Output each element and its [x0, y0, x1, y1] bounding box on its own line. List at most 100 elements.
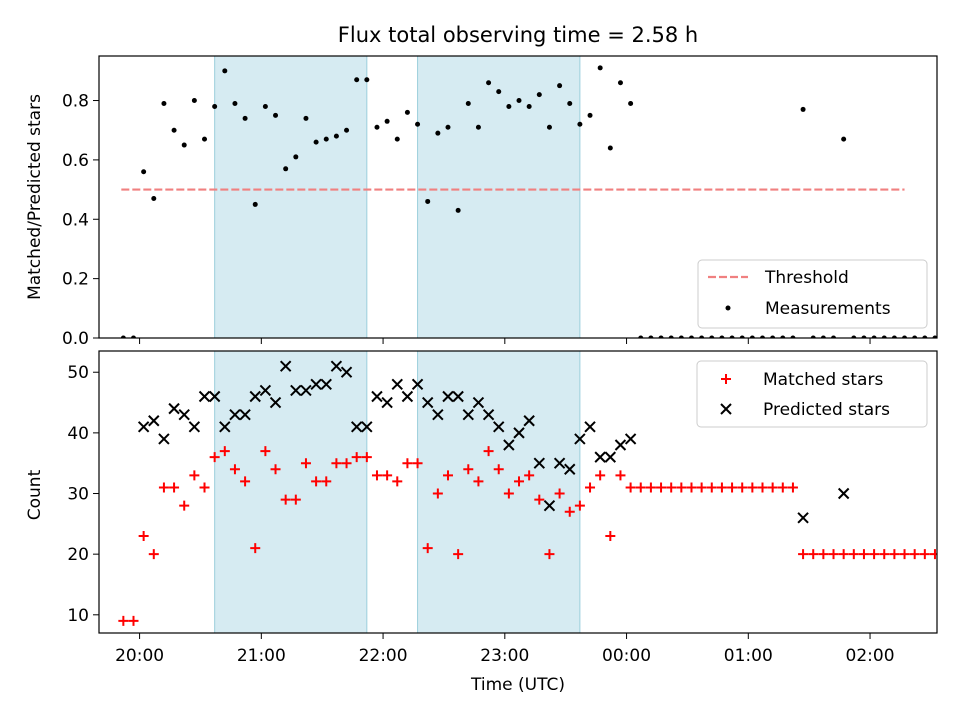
matched-point — [361, 452, 372, 463]
matched-point — [524, 470, 535, 481]
measurement-point — [912, 335, 918, 338]
matched-point — [493, 464, 504, 475]
measurement-point — [678, 335, 684, 338]
predicted-point — [137, 421, 150, 433]
matched-point — [818, 549, 829, 560]
measurement-point — [891, 335, 897, 338]
matched-point — [787, 482, 798, 493]
matched-point — [544, 549, 555, 560]
predicted-point — [624, 433, 637, 445]
axes-frame — [98, 350, 938, 634]
measurement-point — [151, 195, 157, 201]
predicted-point — [564, 463, 576, 475]
measurement-point — [415, 121, 421, 127]
measurement-point — [262, 103, 268, 109]
measurement-point — [486, 80, 492, 86]
matched-point — [138, 530, 149, 541]
predicted-point — [462, 408, 474, 421]
measurement-point — [810, 335, 816, 338]
y-tick-label: 10 — [67, 606, 89, 626]
predicted-point — [472, 396, 485, 409]
measurement-point — [475, 124, 481, 130]
measurement-point — [729, 335, 735, 338]
matched-point — [199, 482, 210, 493]
measurement-point — [943, 336, 948, 341]
measurement-point — [628, 100, 634, 106]
matched-point — [148, 549, 159, 560]
matched-point — [453, 549, 464, 560]
measurement-point — [445, 124, 451, 130]
predicted-point — [381, 396, 393, 409]
matched-point — [300, 458, 311, 469]
measurement-point — [587, 112, 593, 118]
predicted-point — [300, 384, 312, 397]
x-tick-label: 01:00 — [724, 646, 773, 666]
measurement-point — [617, 80, 623, 86]
measurement-point — [202, 136, 208, 142]
matched-point — [858, 549, 869, 560]
measurement-point — [780, 335, 786, 338]
measurement-point — [790, 335, 796, 338]
predicted-point — [350, 421, 363, 433]
measurement-point — [120, 335, 126, 338]
matched-point — [899, 549, 910, 560]
measurement-point — [932, 335, 937, 338]
measurement-point — [425, 198, 431, 204]
y-tick-label: 0.0 — [62, 329, 89, 349]
matched-point — [666, 482, 677, 493]
measurement-point — [465, 100, 471, 106]
predicted-point — [148, 415, 160, 427]
matched-point — [635, 482, 646, 493]
matched-point — [371, 470, 382, 481]
matched-point — [777, 482, 788, 493]
measurement-point — [394, 136, 400, 142]
matched-point — [716, 482, 727, 493]
axes-frame — [98, 55, 938, 339]
matched-point — [838, 549, 849, 560]
measurement-point — [364, 77, 370, 83]
predicted-point — [361, 421, 373, 433]
predicted-point — [452, 390, 464, 403]
shaded-interval — [214, 56, 368, 338]
y-tick-label: 50 — [67, 363, 89, 383]
measurement-point — [851, 335, 857, 338]
matched-point — [909, 549, 920, 560]
predicted-point — [594, 451, 606, 463]
matched-point — [574, 500, 585, 511]
x-tick-label: 00:00 — [602, 646, 651, 666]
predicted-point — [432, 408, 444, 421]
legend-top-frame — [697, 259, 928, 329]
matched-point — [879, 549, 890, 560]
predicted-point — [574, 433, 586, 445]
matched-point — [625, 482, 636, 493]
predicted-point — [249, 390, 261, 403]
legend-threshold-label: Threshold — [764, 268, 849, 288]
matched-point — [554, 488, 565, 499]
matched-point — [514, 476, 525, 487]
measurement-point — [871, 335, 877, 338]
matched-point — [463, 464, 474, 475]
measurement-point — [831, 335, 837, 338]
y-tick-label: 0.4 — [62, 210, 89, 230]
matched-point — [280, 494, 291, 505]
matched-point — [848, 549, 859, 560]
measurement-point — [181, 142, 187, 148]
xlabel: Time (UTC) — [470, 675, 565, 695]
matched-point — [392, 476, 403, 487]
predicted-point — [421, 396, 434, 409]
matched-point — [270, 464, 281, 475]
matched-point — [727, 482, 738, 493]
x-tick-label: 23:00 — [480, 646, 529, 666]
matched-point — [341, 458, 352, 469]
matched-point — [564, 506, 575, 517]
measurement-point — [526, 103, 532, 109]
matched-point — [656, 482, 667, 493]
measurement-point — [506, 103, 512, 109]
matched-point — [260, 446, 271, 457]
measurement-point — [273, 112, 279, 118]
measurement-point — [902, 335, 908, 338]
predicted-point — [401, 390, 414, 403]
predicted-point — [553, 457, 566, 469]
matched-point — [321, 476, 332, 487]
matched-point — [351, 452, 362, 463]
